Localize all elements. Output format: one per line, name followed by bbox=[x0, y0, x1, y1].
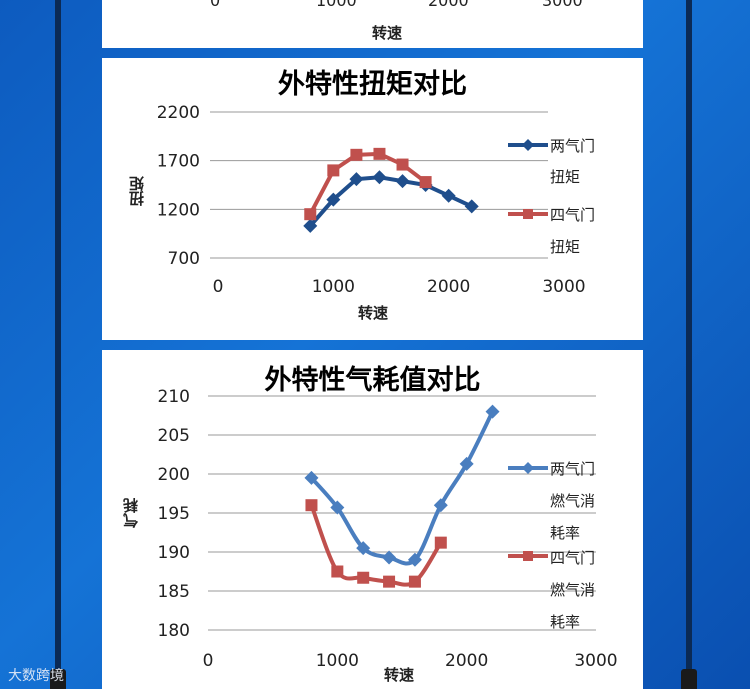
data-point-marker bbox=[464, 199, 479, 214]
chart-title: 外特性气耗值对比 bbox=[264, 365, 481, 396]
legend-swatch-marker bbox=[522, 139, 534, 151]
data-point-marker bbox=[303, 218, 318, 233]
display-stand-pole-right bbox=[686, 0, 692, 689]
series-line bbox=[309, 410, 495, 566]
legend-swatch-marker bbox=[523, 209, 533, 219]
y-tick-label: 190 bbox=[158, 543, 190, 563]
data-point-marker bbox=[326, 192, 341, 207]
fuel-consumption-chart-panel: 外特性气耗值对比 180 185 190 195 200 205 210 0 1000 2000 3… bbox=[102, 350, 643, 689]
cropped-chart-panel: 0 1000 2000 3000 转速 bbox=[102, 0, 643, 48]
data-point-marker bbox=[349, 172, 364, 187]
legend-swatch-marker bbox=[522, 462, 534, 474]
data-point-marker bbox=[356, 541, 371, 556]
x-tick-label: 1000 bbox=[316, 651, 359, 671]
legend-label: 扭矩 bbox=[550, 168, 581, 186]
x-tick-label: 2000 bbox=[428, 0, 469, 10]
data-point-marker bbox=[382, 550, 397, 565]
legend-label: 四气门 bbox=[550, 549, 596, 567]
data-point-marker bbox=[330, 500, 345, 515]
legend-label: 两气门 bbox=[550, 460, 596, 478]
data-point-marker bbox=[419, 176, 432, 189]
x-tick-label: 0 bbox=[210, 0, 221, 10]
x-tick-label: 3000 bbox=[574, 651, 617, 671]
x-tick-label: 2000 bbox=[445, 651, 488, 671]
y-tick-label: 700 bbox=[168, 249, 200, 269]
y-tick-label: 2200 bbox=[157, 103, 200, 123]
display-stand-pole-left bbox=[55, 0, 61, 689]
x-axis-title: 转速 bbox=[372, 24, 403, 42]
y-axis-title: 气耗 bbox=[122, 498, 140, 528]
y-tick-label: 1200 bbox=[157, 200, 200, 220]
y-tick-label: 205 bbox=[158, 426, 190, 446]
data-point-marker bbox=[383, 575, 396, 588]
y-tick-label: 210 bbox=[158, 387, 190, 407]
legend-label: 燃气消 bbox=[550, 581, 596, 599]
chart-title: 外特性扭矩对比 bbox=[278, 69, 467, 100]
legend-label: 耗率 bbox=[550, 613, 581, 631]
data-point-marker bbox=[373, 147, 386, 160]
legend-label: 扭矩 bbox=[550, 238, 581, 256]
data-point-marker bbox=[372, 170, 387, 185]
data-point-marker bbox=[327, 164, 340, 177]
x-tick-label: 1000 bbox=[316, 0, 357, 10]
y-tick-label: 1700 bbox=[157, 152, 200, 172]
x-axis-title: 转速 bbox=[384, 666, 415, 684]
data-point-marker bbox=[304, 208, 317, 221]
data-point-marker bbox=[485, 404, 500, 419]
legend-label: 耗率 bbox=[550, 524, 581, 542]
data-point-marker bbox=[357, 571, 370, 584]
data-point-marker bbox=[395, 174, 410, 189]
x-tick-label: 3000 bbox=[542, 277, 585, 297]
data-point-marker bbox=[407, 552, 422, 567]
display-stand-foot-left bbox=[50, 669, 66, 689]
x-tick-label: 0 bbox=[203, 651, 214, 671]
data-point-marker bbox=[305, 499, 318, 512]
data-point-marker bbox=[459, 456, 474, 471]
torque-chart-plot: 700 1200 1700 2200 0 1000 2000 3000 bbox=[157, 103, 586, 297]
data-point-marker bbox=[331, 565, 344, 578]
y-tick-label: 195 bbox=[158, 504, 190, 524]
watermark-text: 大数跨境 bbox=[8, 668, 64, 684]
data-point-marker bbox=[396, 158, 409, 171]
data-point-marker bbox=[408, 575, 421, 588]
data-point-marker bbox=[350, 148, 363, 161]
display-stand-foot-right bbox=[681, 669, 697, 689]
y-tick-label: 200 bbox=[158, 465, 190, 485]
torque-chart-panel: 外特性扭矩对比 700 1200 1700 2200 0 1000 2000 3000 扭矩 … bbox=[102, 58, 643, 340]
legend-label: 四气门 bbox=[550, 206, 596, 224]
y-tick-label: 180 bbox=[158, 621, 190, 641]
legend-label: 两气门 bbox=[550, 137, 596, 155]
data-point-marker bbox=[304, 470, 319, 485]
x-tick-label: 2000 bbox=[427, 277, 470, 297]
data-point-marker bbox=[441, 188, 456, 203]
y-tick-label: 185 bbox=[158, 582, 190, 602]
fuel-chart-plot: 180 185 190 195 200 205 210 0 1000 2000 3000 bbox=[158, 387, 618, 671]
data-point-marker bbox=[433, 498, 448, 513]
x-tick-label: 3000 bbox=[542, 0, 583, 10]
x-tick-label: 0 bbox=[213, 277, 224, 297]
legend-label: 燃气消 bbox=[550, 492, 596, 510]
legend-swatch-marker bbox=[523, 551, 533, 561]
x-tick-label: 1000 bbox=[312, 277, 355, 297]
y-axis-title: 扭矩 bbox=[128, 176, 146, 206]
x-axis-title: 转速 bbox=[358, 304, 389, 322]
data-point-marker bbox=[434, 536, 447, 549]
